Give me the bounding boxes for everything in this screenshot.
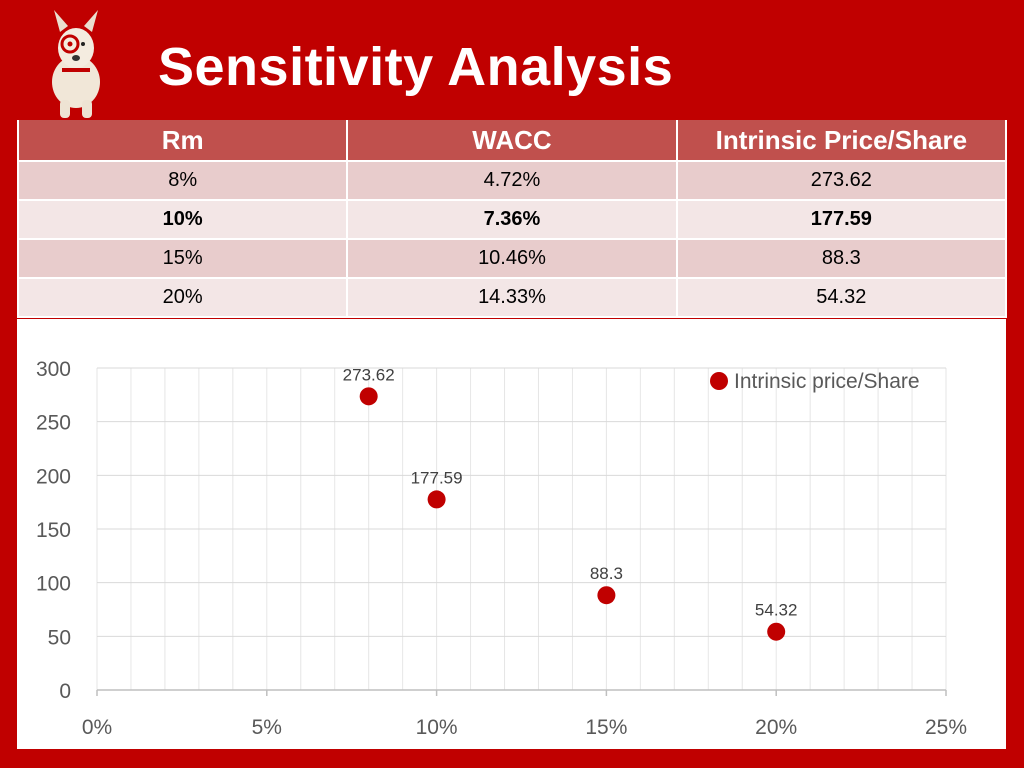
y-tick-label: 300 bbox=[36, 358, 71, 381]
legend-label: Intrinsic price/Share bbox=[734, 370, 920, 393]
column-header: WACC bbox=[346, 120, 678, 162]
x-tick-label: 5% bbox=[252, 716, 282, 739]
table-cell: 7.36% bbox=[346, 200, 678, 240]
data-label: 273.62 bbox=[343, 365, 395, 384]
x-tick-label: 0% bbox=[82, 716, 112, 739]
scatter-chart: 0 50 100 150 200 250 300 0% 5% 10% 15% 20% 25% 273.62… bbox=[36, 358, 967, 739]
table-cell: 10.46% bbox=[346, 239, 678, 279]
legend-marker bbox=[710, 372, 728, 390]
y-tick-label: 50 bbox=[48, 626, 71, 649]
table-row: 20% 14.33% 54.32 bbox=[16, 278, 1008, 318]
y-tick-label: 200 bbox=[36, 465, 71, 488]
y-tick-label: 100 bbox=[36, 573, 71, 596]
x-tick-label: 20% bbox=[755, 716, 797, 739]
y-tick-label: 150 bbox=[36, 519, 71, 542]
data-point bbox=[767, 622, 786, 641]
table-cell: 4.72% bbox=[346, 161, 678, 201]
data-point bbox=[427, 490, 446, 509]
table-cell: 8% bbox=[16, 161, 349, 201]
chart-panel: 0 50 100 150 200 250 300 0% 5% 10% 15% 20% 25% 273.62… bbox=[17, 319, 1006, 749]
table-cell: 54.32 bbox=[675, 278, 1008, 318]
table-row: 10% 7.36% 177.59 bbox=[16, 200, 1008, 240]
table-row: 15% 10.46% 88.3 bbox=[16, 239, 1008, 279]
data-label: 54.32 bbox=[755, 601, 798, 620]
data-label: 88.3 bbox=[590, 564, 623, 583]
table-cell: 88.3 bbox=[675, 239, 1008, 279]
sensitivity-table: Rm WACC Intrinsic Price/Share 8% 4.72% 2… bbox=[16, 120, 1008, 318]
table-row: 8% 4.72% 273.62 bbox=[16, 161, 1008, 201]
table-cell: 273.62 bbox=[675, 161, 1008, 201]
table-cell: 10% bbox=[16, 200, 349, 240]
y-tick-label: 0 bbox=[59, 680, 71, 703]
bull-terrier-mascot-icon bbox=[52, 10, 100, 118]
column-header: Intrinsic Price/Share bbox=[675, 120, 1008, 162]
page-title: Sensitivity Analysis bbox=[158, 37, 674, 97]
x-tick-label: 25% bbox=[925, 716, 967, 739]
data-point bbox=[359, 387, 378, 406]
x-tick-label: 15% bbox=[585, 716, 627, 739]
x-tick-label: 10% bbox=[416, 716, 458, 739]
table-header-row: Rm WACC Intrinsic Price/Share bbox=[16, 120, 1008, 162]
data-label: 177.59 bbox=[411, 468, 463, 487]
y-tick-label: 250 bbox=[36, 412, 71, 435]
column-header: Rm bbox=[16, 120, 349, 162]
table-cell: 15% bbox=[16, 239, 349, 279]
table-cell: 20% bbox=[16, 278, 349, 318]
table-cell: 14.33% bbox=[346, 278, 678, 318]
data-point bbox=[597, 586, 616, 605]
table-cell: 177.59 bbox=[675, 200, 1008, 240]
